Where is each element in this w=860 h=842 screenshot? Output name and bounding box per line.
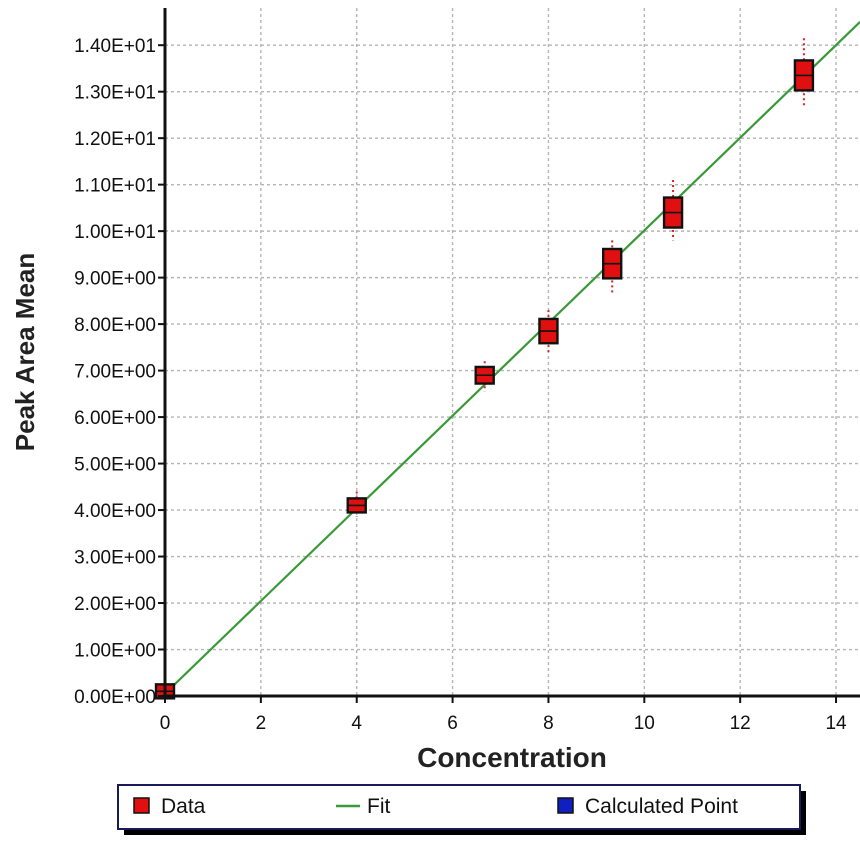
y-tick-label-5: 5.00E+00 <box>74 455 156 476</box>
legend: Data Fit Calculated Point <box>117 784 806 835</box>
legend-label-0: Data <box>161 795 206 818</box>
y-tick-label-2: 2.00E+00 <box>74 594 156 615</box>
y-tick-label-1: 1.00E+00 <box>74 641 156 662</box>
y-tick-label-9: 9.00E+00 <box>74 269 156 290</box>
data-points-layer <box>154 38 815 700</box>
fit-line <box>164 21 860 695</box>
x-tick-label-6: 12 <box>730 713 751 734</box>
y-tick-label-14: 1.40E+01 <box>74 36 156 57</box>
x-axis-title: Concentration <box>417 742 607 773</box>
fit-line-layer <box>164 21 860 695</box>
y-tick-label-3: 3.00E+00 <box>74 548 156 569</box>
x-tick-label-5: 10 <box>634 713 655 734</box>
tick-labels: 0 2 4 6 8 10 12 14 0.00E+00 1.00E+00 2.00E+00 3.00E… <box>74 36 847 734</box>
x-tick-label-4: 8 <box>543 713 554 734</box>
x-tick-label-1: 2 <box>256 713 267 734</box>
y-tick-label-11: 1.10E+01 <box>74 176 156 197</box>
legend-box <box>117 784 801 830</box>
x-tick-label-2: 4 <box>351 713 362 734</box>
y-tick-label-12: 1.20E+01 <box>74 129 156 150</box>
y-tick-label-10: 1.00E+01 <box>74 222 156 243</box>
legend-label-1: Fit <box>367 795 390 818</box>
grid <box>165 8 860 696</box>
y-tick-label-13: 1.30E+01 <box>74 83 156 104</box>
axes <box>163 8 860 698</box>
y-tick-label-8: 8.00E+00 <box>74 315 156 336</box>
y-axis-title: Peak Area Mean <box>10 253 40 451</box>
y-tick-label-6: 6.00E+00 <box>74 408 156 429</box>
x-tick-label-3: 6 <box>447 713 458 734</box>
y-tick-label-7: 7.00E+00 <box>74 362 156 383</box>
legend-marker-0 <box>133 797 150 814</box>
y-tick-label-0: 0.00E+00 <box>74 687 156 708</box>
x-tick-label-7: 14 <box>825 713 847 734</box>
y-tick-label-4: 4.00E+00 <box>74 501 156 522</box>
legend-marker-2 <box>557 797 574 814</box>
x-tick-label-0: 0 <box>160 713 171 734</box>
legend-label-2: Calculated Point <box>585 795 738 818</box>
